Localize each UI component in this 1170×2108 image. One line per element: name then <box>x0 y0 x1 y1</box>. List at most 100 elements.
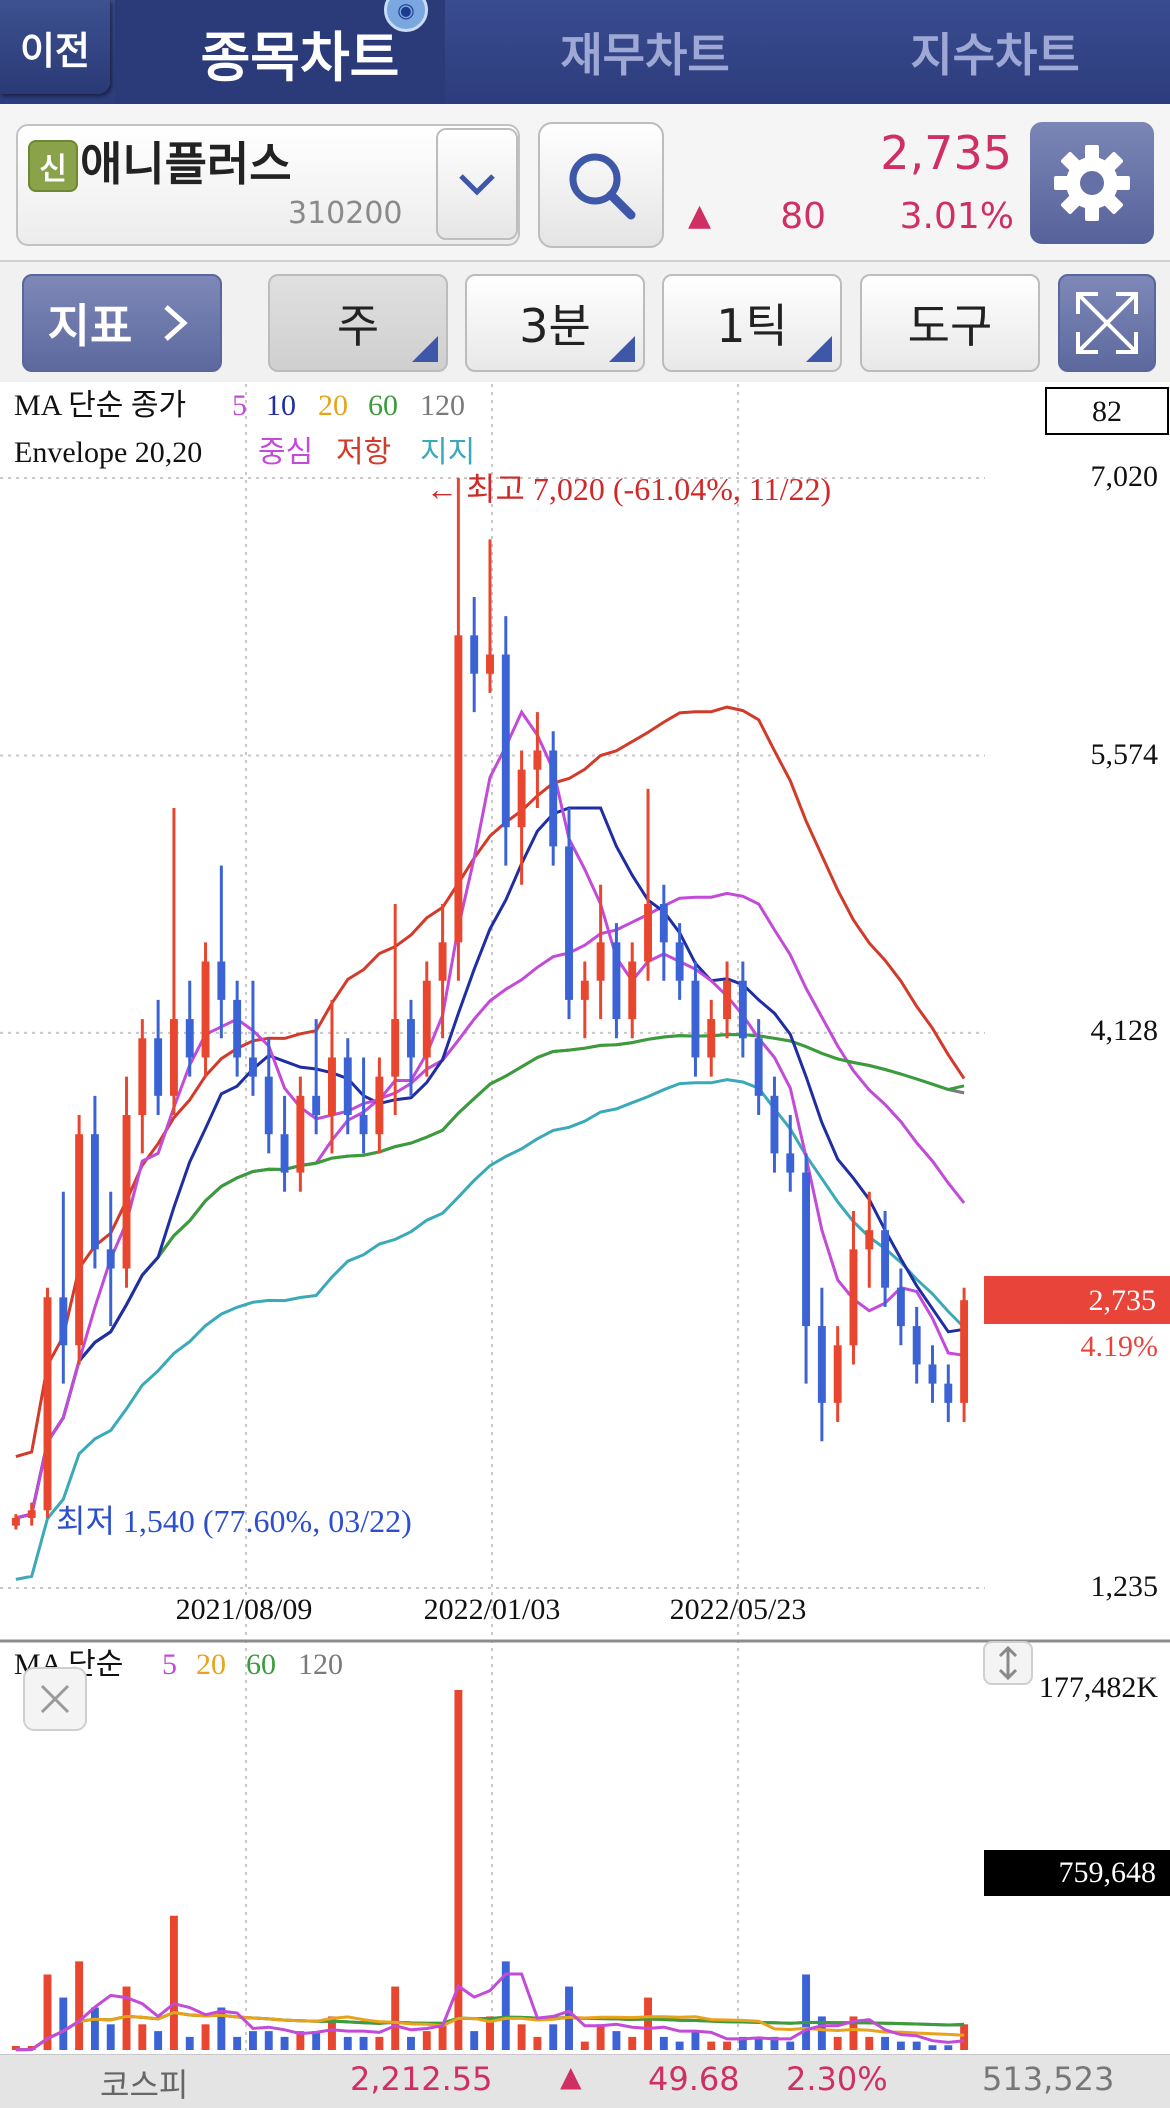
stock-dropdown-button[interactable] <box>436 128 518 240</box>
volume-bar <box>138 2024 147 2050</box>
volume-bar <box>517 2024 526 2050</box>
candle-body <box>501 654 510 828</box>
candle-body <box>549 750 558 847</box>
candle-body <box>185 1019 194 1058</box>
volume-bar <box>312 2031 321 2050</box>
volume-bar <box>106 2024 115 2050</box>
volume-bar <box>802 1974 811 2050</box>
candle-body <box>707 1019 716 1058</box>
back-button[interactable]: 이전 <box>0 0 110 94</box>
candle-body <box>691 980 700 1058</box>
vol-ma20-line <box>15 2010 965 2052</box>
volume-bar <box>738 2036 747 2050</box>
volume-bar <box>422 2031 431 2050</box>
volume-bar <box>454 1690 463 2050</box>
chart-grid <box>0 384 985 2054</box>
tab-index-chart[interactable]: 지수차트 <box>910 28 1080 82</box>
volume-bar <box>75 1961 84 2050</box>
search-button[interactable] <box>538 122 664 248</box>
volume-bar <box>707 2041 716 2050</box>
volume-bar <box>912 2041 921 2050</box>
volume-bar <box>486 2016 494 2050</box>
candle-body <box>27 1510 36 1518</box>
candle-body <box>59 1297 68 1346</box>
env-support-legend: 지지 <box>420 436 475 469</box>
candle-body <box>359 1115 368 1135</box>
x-tick-label: 2021/08/09 <box>176 1593 313 1626</box>
up-arrow-icon: ▲ <box>688 198 712 233</box>
candle-body <box>201 961 210 1058</box>
candle-body <box>738 980 747 1039</box>
corner-marker-icon <box>806 336 832 362</box>
volume-ma-lines <box>15 1972 965 2052</box>
interval-3min-button[interactable]: 3분 <box>465 274 645 372</box>
volume-bar <box>90 2007 99 2050</box>
envelope-legend-prefix: Envelope 20,20 <box>14 436 202 469</box>
tools-button[interactable]: 도구 <box>860 274 1040 372</box>
candle-body <box>154 1038 163 1096</box>
current-volume-box <box>984 1850 1170 1896</box>
volume-bar <box>612 2031 621 2050</box>
tab-financial-chart[interactable]: 재무차트 <box>560 28 730 82</box>
vol-ma120-legend: 120 <box>298 1648 343 1681</box>
settings-button[interactable] <box>1030 122 1154 244</box>
tab-stock-chart[interactable]: 종목차트 <box>200 25 400 89</box>
candle-body <box>644 903 652 962</box>
candle-body <box>486 654 494 674</box>
candle-body <box>612 942 621 1020</box>
candle-body <box>217 961 226 1000</box>
volume-bar <box>928 2045 937 2050</box>
close-pane-button[interactable] <box>23 1667 87 1731</box>
candle-body <box>565 846 573 1000</box>
index-status-bar[interactable] <box>0 2054 1170 2108</box>
expand-icon <box>1076 292 1138 354</box>
volume-bar <box>881 2036 890 2050</box>
resize-pane-button[interactable] <box>983 1641 1033 1685</box>
candle-body <box>249 1057 257 1077</box>
volume-bar <box>264 2031 273 2050</box>
indicator-button[interactable]: 지표 <box>22 274 222 372</box>
env-center-legend: 중심 <box>258 436 313 469</box>
volume-bar <box>375 2036 384 2050</box>
volume-bar <box>691 2031 700 2050</box>
volume-bar <box>723 2041 731 2050</box>
candle-body <box>454 635 463 943</box>
fullscreen-button[interactable] <box>1058 274 1156 372</box>
volume-bar <box>201 2024 210 2050</box>
volume-bar <box>549 2024 558 2050</box>
candles <box>11 478 969 1530</box>
candle-body <box>928 1364 937 1384</box>
candle-body <box>802 1172 811 1327</box>
candle-body <box>580 980 589 1000</box>
volume-bar <box>233 2036 242 2050</box>
index-change-pct: 2.30% <box>786 2060 888 2098</box>
period-week-button[interactable]: 주 <box>268 274 448 372</box>
gear-icon <box>1054 145 1130 221</box>
stock-name[interactable]: 애니플러스 <box>80 137 292 191</box>
vol-ma20-legend: 20 <box>196 1648 226 1681</box>
volume-bar <box>833 2036 842 2050</box>
corner-marker-icon <box>412 336 438 362</box>
candle-body <box>912 1326 921 1365</box>
chevron-down-icon <box>459 174 495 196</box>
tick-label: 1틱 <box>716 299 788 353</box>
tick-1-button[interactable]: 1틱 <box>662 274 842 372</box>
resize-icon <box>998 1645 1018 1681</box>
indicator-lines <box>15 705 966 1581</box>
candle-body <box>754 1038 763 1096</box>
stock-chart[interactable]: MA 단순 종가 5 10 20 60 120 Envelope 20,20 중… <box>0 384 1170 2107</box>
candle-body <box>422 980 431 1058</box>
indicator-label: 지표 <box>47 299 133 353</box>
current-price-label: 2,735 <box>1089 1284 1157 1317</box>
candle-body <box>517 769 526 828</box>
index-change: 49.68 <box>648 2060 740 2098</box>
volume-bar <box>359 2036 368 2050</box>
volume-bar <box>343 2036 352 2050</box>
candle-body <box>43 1297 52 1511</box>
candle-body <box>11 1517 20 1526</box>
candle-body <box>438 942 447 981</box>
volume-bar <box>865 2036 874 2050</box>
volume-bar <box>59 1997 68 2050</box>
close-icon <box>40 1684 70 1714</box>
current-price: 2,735 <box>880 126 1012 180</box>
